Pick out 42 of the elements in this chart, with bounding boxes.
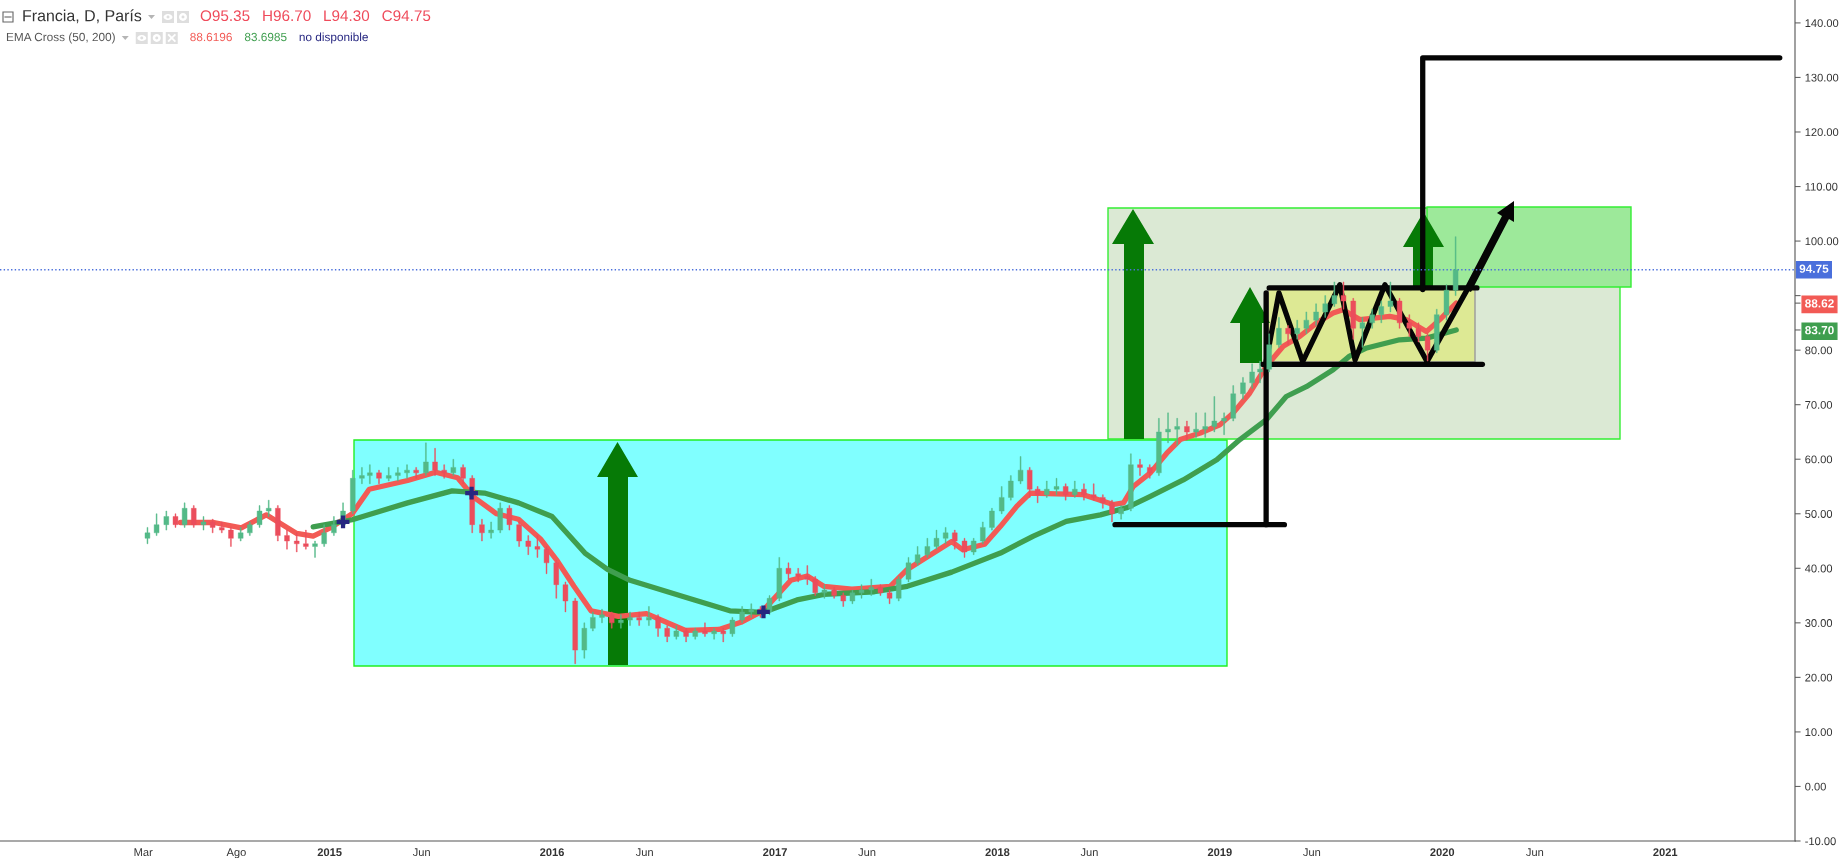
y-tick-label: 83.70 <box>1805 326 1834 335</box>
annotation: no disponible <box>299 32 368 44</box>
ref-line-label: 94.75 <box>1799 264 1829 273</box>
y-tick-label: 50.00 <box>1805 510 1833 518</box>
y-tick-label: 140.00 <box>1805 19 1839 28</box>
x-tick-label: 2021 <box>1653 848 1678 857</box>
annotation: O95.35 <box>200 10 250 22</box>
x-tick-label: Jun <box>1526 848 1544 857</box>
y-tick-label: 10.00 <box>1805 728 1833 737</box>
x-tick-label: Ago <box>226 848 246 858</box>
y-tick-label: 70.00 <box>1805 400 1833 409</box>
y-tick-label: 20.00 <box>1805 673 1833 682</box>
x-tick-label: 2018 <box>985 848 1010 857</box>
x-tick-label: Jun <box>1080 848 1098 857</box>
y-tick-label: 130.00 <box>1805 73 1839 82</box>
x-tick-label: 2020 <box>1430 848 1455 857</box>
x-tick-label: Jun <box>412 848 430 857</box>
x-tick-label: 2016 <box>540 848 564 857</box>
y-tick-label: 120.00 <box>1805 128 1839 137</box>
y-tick-label: 0.00 <box>1805 782 1826 791</box>
x-tick-label: Jun <box>858 848 876 857</box>
text: EMA Cross (50, 200) <box>6 32 115 44</box>
y-tick-label: 40.00 <box>1804 564 1833 573</box>
y-tick-label: 88.62 <box>1805 299 1834 308</box>
x-tick-label: Mar <box>134 848 153 857</box>
y-tick-label: 30.00 <box>1805 619 1833 627</box>
annotation: 88.6196 <box>190 32 232 42</box>
annotation: 83.6985 <box>244 32 287 42</box>
x-tick-label: 2019 <box>1207 848 1232 857</box>
text: Francia, D, París <box>23 9 142 24</box>
annotation: H96.70 <box>263 10 311 22</box>
annotation: L94.30 <box>324 10 370 22</box>
y-tick-label: 110.00 <box>1805 182 1838 191</box>
y-tick-label: -10.00 <box>1805 837 1836 846</box>
x-tick-label: Jun <box>1303 848 1321 857</box>
x-tick-label: 2017 <box>763 848 787 857</box>
y-tick-label: 80.00 <box>1805 346 1833 355</box>
annotation: C94.75 <box>382 10 431 22</box>
x-tick-label: Jun <box>635 848 653 857</box>
y-tick-label: 100.00 <box>1805 237 1839 246</box>
y-tick-label: 60.00 <box>1805 455 1833 464</box>
x-tick-label: 2015 <box>317 848 342 857</box>
